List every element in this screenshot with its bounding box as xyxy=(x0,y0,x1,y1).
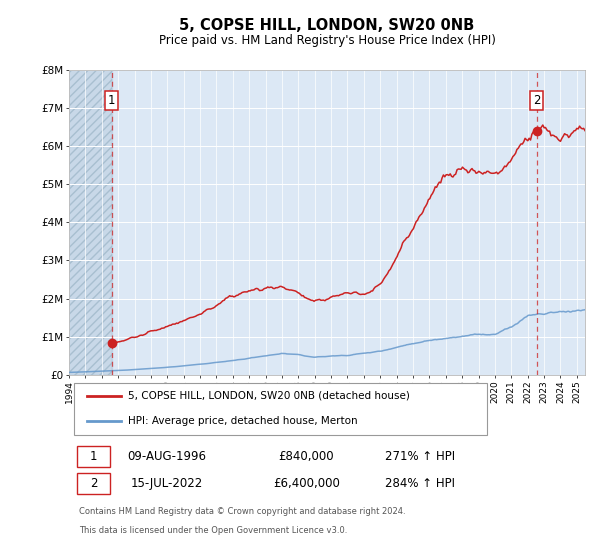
FancyBboxPatch shape xyxy=(77,446,110,468)
Bar xyxy=(69,70,112,375)
Text: 1: 1 xyxy=(108,94,115,107)
Text: £840,000: £840,000 xyxy=(278,450,334,463)
Bar xyxy=(69,70,112,375)
Text: Price paid vs. HM Land Registry's House Price Index (HPI): Price paid vs. HM Land Registry's House … xyxy=(158,34,496,47)
Text: 15-JUL-2022: 15-JUL-2022 xyxy=(131,477,203,490)
Text: 09-AUG-1996: 09-AUG-1996 xyxy=(128,450,206,463)
Text: 5, COPSE HILL, LONDON, SW20 0NB: 5, COPSE HILL, LONDON, SW20 0NB xyxy=(179,18,475,32)
Text: This data is licensed under the Open Government Licence v3.0.: This data is licensed under the Open Gov… xyxy=(79,526,347,535)
Text: 2: 2 xyxy=(533,94,540,107)
Text: 1: 1 xyxy=(90,450,98,463)
Text: 5, COPSE HILL, LONDON, SW20 0NB (detached house): 5, COPSE HILL, LONDON, SW20 0NB (detache… xyxy=(128,391,410,401)
Text: £6,400,000: £6,400,000 xyxy=(273,477,340,490)
Text: 284% ↑ HPI: 284% ↑ HPI xyxy=(385,477,455,490)
Text: HPI: Average price, detached house, Merton: HPI: Average price, detached house, Mert… xyxy=(128,417,358,427)
Text: 2: 2 xyxy=(90,477,98,490)
Text: Contains HM Land Registry data © Crown copyright and database right 2024.: Contains HM Land Registry data © Crown c… xyxy=(79,507,406,516)
FancyBboxPatch shape xyxy=(74,382,487,435)
FancyBboxPatch shape xyxy=(77,473,110,494)
Text: 271% ↑ HPI: 271% ↑ HPI xyxy=(385,450,455,463)
